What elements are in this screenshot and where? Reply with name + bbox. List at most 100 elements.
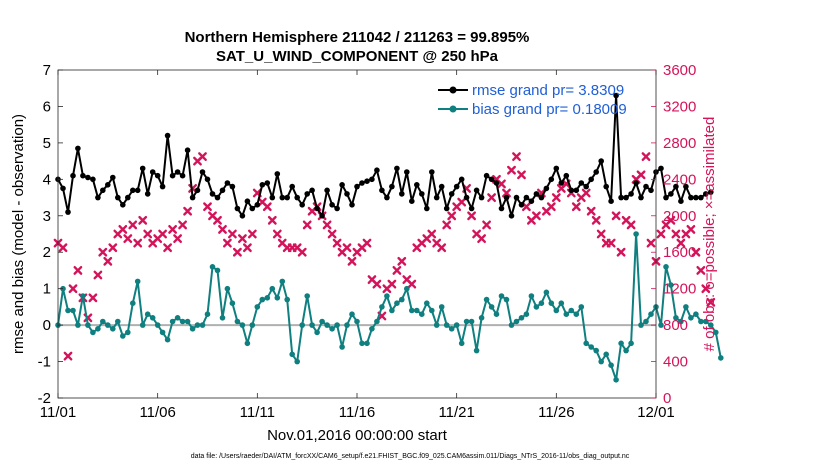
obs-assimilated-marker [447, 211, 457, 221]
bias-point [264, 295, 271, 301]
rmse-point [688, 194, 694, 201]
bias-point [473, 347, 480, 354]
rmse-point [508, 213, 515, 219]
rmse-point [234, 205, 241, 212]
bias-point [149, 315, 156, 321]
bias-point [633, 231, 639, 237]
rmse-point [558, 180, 565, 186]
rmse-point [229, 183, 236, 190]
obs-assimilated-marker [616, 247, 626, 257]
left-tick-label: 6 [43, 98, 51, 115]
bias-point [369, 326, 375, 332]
rmse-point [543, 185, 550, 192]
rmse-point [75, 145, 81, 152]
obs-assimilated-marker [58, 243, 68, 253]
bias-point [414, 307, 420, 314]
left-tick-label: 4 [43, 171, 51, 188]
rmse-point [284, 194, 291, 201]
rmse-point [433, 194, 440, 201]
rmse-point [329, 202, 335, 208]
bias-series [55, 231, 724, 383]
obs-assimilated-marker [347, 256, 357, 266]
obs-assimilated-marker [198, 152, 207, 161]
bias-point [189, 326, 196, 332]
rmse-point [249, 205, 256, 212]
x-axis-label: Nov.01,2016 00:00:00 start [267, 427, 448, 444]
bias-point [443, 322, 450, 328]
bias-point [329, 326, 335, 332]
bias-point [543, 289, 550, 296]
obs-assimilated-marker [546, 202, 556, 212]
rmse-point [214, 194, 221, 201]
bias-point [164, 336, 171, 343]
bias-point [503, 296, 510, 303]
rmse-point [149, 169, 156, 175]
bias-point [394, 300, 400, 307]
bias-point [458, 340, 465, 347]
obs-assimilated-marker [173, 234, 182, 243]
rmse-point [334, 205, 340, 212]
bias-point [438, 304, 445, 310]
rmse-point [60, 185, 66, 192]
rmse-point [424, 205, 430, 212]
bias-point [134, 278, 141, 285]
bias-point [678, 318, 684, 325]
rmse-point [244, 198, 251, 204]
rmse-point [533, 191, 540, 197]
bias-point [299, 322, 306, 328]
rmse-point [463, 194, 470, 201]
bias-point [85, 322, 91, 328]
bias-point [334, 322, 340, 328]
rmse-point [648, 187, 654, 194]
bias-point [618, 340, 624, 347]
obs-assimilated-marker [248, 229, 257, 239]
rmse-point [179, 172, 186, 179]
bias-point [224, 285, 231, 292]
rmse-point [159, 183, 166, 190]
rmse-point [164, 132, 171, 139]
bias-point [508, 322, 515, 328]
left-tick-label: 2 [43, 244, 51, 261]
bias-point [289, 351, 296, 358]
rmse-point [105, 182, 111, 188]
rmse-point [204, 176, 211, 183]
rmse-point [120, 202, 126, 208]
rmse-point [448, 191, 455, 197]
rmse-point [618, 194, 624, 201]
bias-point [493, 311, 500, 318]
bias-point [648, 311, 654, 318]
bias-point [483, 296, 490, 303]
rmse-point [473, 187, 480, 194]
rmse-point [184, 147, 191, 153]
obs-assimilated-marker [68, 284, 78, 294]
obs-assimilated-marker [706, 297, 716, 307]
obs-assimilated-marker [342, 243, 352, 253]
obs-assimilated-marker [532, 211, 541, 221]
bias-point [259, 296, 266, 303]
rmse-point [633, 180, 639, 186]
rmse-point [409, 198, 415, 204]
bias-point [628, 340, 634, 347]
bias-point [269, 285, 276, 292]
bias-point [578, 304, 585, 310]
obs-assimilated-marker [581, 188, 591, 198]
bias-point [513, 318, 520, 325]
obs-assimilated-marker [467, 211, 476, 221]
bias-point [90, 329, 96, 336]
bias-point [713, 329, 719, 336]
bias-point [563, 311, 570, 318]
bias-point [309, 322, 315, 328]
rmse-point [683, 183, 689, 190]
bias-point [379, 304, 385, 310]
obs-assimilated-marker [457, 197, 467, 207]
legend-bias-marker [449, 105, 457, 113]
rmse-point [384, 194, 390, 201]
bias-point [468, 318, 475, 325]
bias-point [548, 300, 555, 307]
obs-assimilated-marker [497, 179, 506, 189]
obs-assimilated-marker [656, 229, 666, 239]
right-tick-label: 0 [663, 390, 671, 407]
legend: rmse grand pr= 3.8309 bias grand pr= 0.1… [438, 82, 627, 118]
legend-rmse-marker [449, 86, 457, 94]
obs-assimilated-marker [666, 215, 676, 225]
